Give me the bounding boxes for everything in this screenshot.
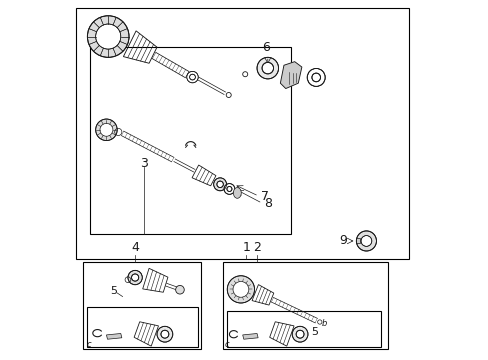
Circle shape	[296, 330, 304, 338]
Circle shape	[217, 181, 223, 188]
Circle shape	[356, 231, 376, 251]
Circle shape	[306, 68, 325, 86]
Text: c: c	[87, 341, 91, 350]
Circle shape	[311, 73, 320, 82]
Text: 4: 4	[131, 240, 139, 253]
Circle shape	[257, 57, 278, 79]
Circle shape	[360, 235, 371, 246]
Text: 3: 3	[140, 157, 148, 170]
Circle shape	[87, 16, 129, 57]
Text: b: b	[321, 319, 326, 328]
Circle shape	[227, 276, 254, 303]
Text: 2: 2	[253, 240, 261, 253]
Bar	[355, 238, 359, 243]
Circle shape	[226, 186, 231, 192]
Bar	[223, 262, 387, 348]
Text: 7: 7	[260, 190, 268, 203]
Circle shape	[292, 326, 307, 342]
Circle shape	[161, 330, 168, 338]
Bar	[76, 8, 408, 259]
Bar	[83, 262, 201, 348]
Circle shape	[224, 184, 234, 194]
Circle shape	[131, 274, 139, 281]
Bar	[90, 47, 290, 234]
Polygon shape	[280, 62, 301, 89]
Circle shape	[189, 74, 195, 80]
Circle shape	[100, 123, 113, 136]
Text: 9: 9	[338, 234, 346, 247]
Circle shape	[233, 282, 248, 297]
Ellipse shape	[233, 188, 241, 198]
Bar	[86, 307, 198, 347]
Circle shape	[186, 71, 198, 83]
Text: 1: 1	[242, 240, 250, 253]
Circle shape	[213, 178, 226, 191]
Text: 8: 8	[264, 197, 272, 210]
Circle shape	[157, 326, 172, 342]
Text: 6: 6	[262, 41, 269, 54]
Text: 5: 5	[310, 327, 317, 337]
Circle shape	[128, 270, 142, 285]
Polygon shape	[242, 333, 258, 339]
Circle shape	[262, 62, 273, 74]
Circle shape	[96, 24, 121, 49]
Text: 5: 5	[110, 286, 117, 296]
Polygon shape	[106, 333, 122, 339]
Text: c: c	[224, 341, 229, 350]
Circle shape	[96, 119, 117, 140]
Circle shape	[175, 285, 184, 294]
Bar	[226, 311, 380, 347]
